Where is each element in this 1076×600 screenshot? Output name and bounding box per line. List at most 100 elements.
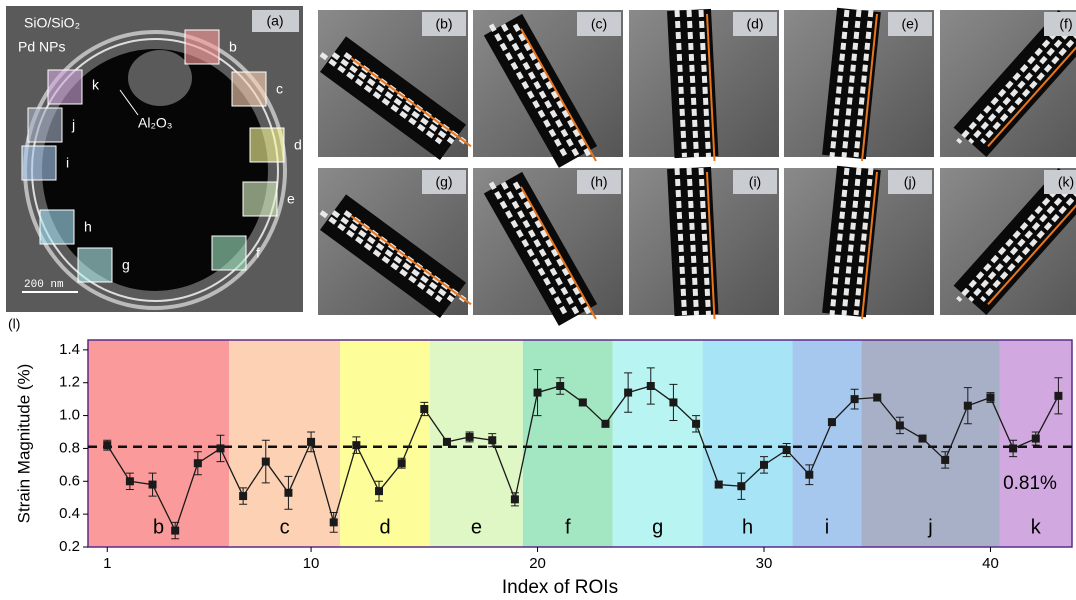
- region-label: e: [471, 516, 482, 538]
- layer-label: SiO/SiO₂: [24, 15, 80, 31]
- y-tick-label: 0.4: [59, 505, 80, 522]
- region-label: c: [280, 516, 290, 538]
- y-tick-label: 1.2: [59, 374, 80, 391]
- data-point: [873, 394, 881, 402]
- x-tick-label: 30: [756, 555, 773, 572]
- panel-tag: (e): [901, 16, 918, 32]
- panel-tag: (g): [435, 174, 452, 190]
- roi-box: [250, 128, 284, 162]
- roi-label: g: [122, 257, 130, 273]
- data-point: [239, 492, 247, 500]
- panel-tag: (i): [749, 174, 761, 190]
- data-point: [737, 482, 745, 490]
- data-point: [307, 438, 315, 446]
- region-label: d: [379, 516, 390, 538]
- data-point: [398, 459, 406, 467]
- data-point: [964, 402, 972, 410]
- roi-box: [22, 146, 56, 180]
- data-point: [171, 527, 179, 535]
- data-point: [986, 394, 994, 402]
- notch: [128, 50, 192, 106]
- data-point: [692, 420, 700, 428]
- region-label: g: [652, 516, 663, 538]
- roi-label: c: [276, 81, 283, 97]
- data-point: [601, 420, 609, 428]
- roi-box: [185, 30, 219, 64]
- roi-box: [28, 108, 62, 142]
- data-point: [420, 405, 428, 413]
- y-tick-label: 0.8: [59, 439, 80, 456]
- x-axis-label: Index of ROIs: [502, 577, 618, 598]
- roi-label: b: [229, 39, 237, 55]
- data-point: [284, 489, 292, 497]
- x-tick-label: 10: [303, 555, 320, 572]
- panel-tag: (b): [435, 16, 452, 32]
- panel-tag: (a): [266, 13, 283, 29]
- panel-tag: (d): [746, 16, 763, 32]
- roi-label: h: [84, 219, 92, 235]
- data-point: [760, 461, 768, 469]
- roi-box: [212, 236, 246, 270]
- roi-box: [48, 70, 82, 104]
- data-point: [851, 395, 859, 403]
- figure: (a) SiO/SiO₂ Pd NPs Al₂O₃ k 200 nm b c d e f…: [0, 0, 1076, 600]
- data-point: [103, 441, 111, 449]
- data-point: [783, 446, 791, 454]
- roi-box: [78, 248, 112, 282]
- data-point: [443, 438, 451, 446]
- region-label: i: [825, 516, 829, 538]
- data-point: [624, 389, 632, 397]
- panel-tag: (h): [590, 174, 607, 190]
- data-point: [1009, 444, 1017, 452]
- region-label: k: [1031, 516, 1042, 538]
- data-point: [488, 436, 496, 444]
- data-point: [149, 481, 157, 489]
- data-point: [919, 435, 927, 443]
- reference-label: 0.81%: [1003, 473, 1057, 494]
- roi-label: d: [294, 137, 302, 153]
- data-point: [511, 495, 519, 503]
- roi-box: [243, 182, 277, 216]
- panel-tag: (k): [1058, 174, 1074, 190]
- panel-tag: (c): [591, 16, 607, 32]
- y-tick-label: 0.6: [59, 472, 80, 489]
- data-point: [262, 458, 270, 466]
- data-point: [194, 459, 202, 467]
- data-point: [216, 444, 224, 452]
- layer-label: Pd NPs: [18, 39, 65, 55]
- x-tick-label: 40: [982, 555, 999, 572]
- x-tick-label: 20: [529, 555, 546, 572]
- data-point: [466, 433, 474, 441]
- data-point: [896, 421, 904, 429]
- roi-label: f: [256, 245, 260, 261]
- y-axis-label: Strain Magnitude (%): [14, 364, 33, 524]
- roi-label: e: [287, 191, 295, 207]
- data-point: [669, 398, 677, 406]
- roi-box: [40, 210, 74, 244]
- scale-label: 200 nm: [24, 279, 64, 291]
- region-label: h: [742, 516, 753, 538]
- roi-label: k: [92, 77, 100, 93]
- data-point: [941, 456, 949, 464]
- y-tick-label: 1.4: [59, 341, 80, 358]
- region-label: j: [927, 516, 932, 538]
- data-point: [352, 441, 360, 449]
- data-point: [805, 471, 813, 479]
- region-label: f: [565, 516, 571, 538]
- x-tick-label: 1: [103, 555, 111, 572]
- region-label: b: [153, 516, 164, 538]
- panel-label: (l): [8, 316, 20, 332]
- y-tick-label: 1.0: [59, 407, 80, 424]
- data-point: [579, 398, 587, 406]
- roi-box: [232, 72, 266, 106]
- data-point: [647, 382, 655, 390]
- layer-label: Al₂O₃: [138, 115, 172, 131]
- panel-tag: (f): [1059, 16, 1072, 32]
- data-point: [375, 487, 383, 495]
- data-point: [715, 481, 723, 489]
- data-point: [1032, 435, 1040, 443]
- y-tick-label: 0.2: [59, 538, 80, 555]
- data-point: [556, 382, 564, 390]
- roi-label: i: [66, 155, 69, 171]
- data-point: [1054, 392, 1062, 400]
